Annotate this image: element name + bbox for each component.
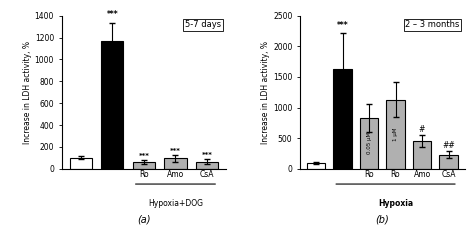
Text: ***: *** xyxy=(170,148,181,154)
Text: Hypoxia: Hypoxia xyxy=(378,199,413,208)
Bar xyxy=(101,41,123,169)
Text: ##: ## xyxy=(442,141,455,150)
Text: 1 μM: 1 μM xyxy=(393,128,398,141)
Bar xyxy=(386,100,405,169)
Y-axis label: Increase in LDH activity, %: Increase in LDH activity, % xyxy=(23,41,32,144)
Text: 5-7 days: 5-7 days xyxy=(185,20,221,29)
Y-axis label: Increase in LDH activity, %: Increase in LDH activity, % xyxy=(261,41,270,144)
Text: (a): (a) xyxy=(137,215,151,225)
Text: #: # xyxy=(419,126,425,135)
Text: ***: *** xyxy=(201,152,212,158)
Text: 0.05 μM: 0.05 μM xyxy=(366,132,372,154)
Bar xyxy=(413,141,431,169)
Text: ***: *** xyxy=(337,21,348,30)
Bar xyxy=(70,158,91,169)
Bar xyxy=(307,163,325,169)
Bar xyxy=(333,69,352,169)
Text: Hypoxia+DOG: Hypoxia+DOG xyxy=(148,199,203,208)
Bar xyxy=(360,118,378,169)
Text: 2 – 3 months: 2 – 3 months xyxy=(405,20,460,29)
Bar xyxy=(196,162,218,169)
Text: ***: *** xyxy=(106,10,118,19)
Bar xyxy=(133,162,155,169)
Bar xyxy=(439,155,458,169)
Text: (b): (b) xyxy=(375,215,389,225)
Text: ***: *** xyxy=(138,153,149,159)
Bar xyxy=(164,158,187,169)
